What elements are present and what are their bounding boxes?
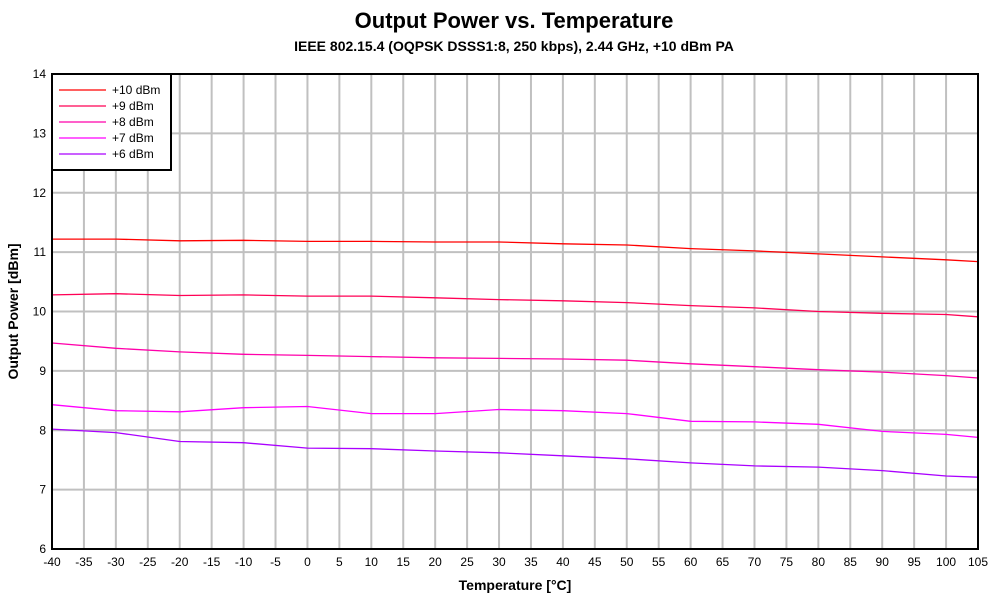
x-tick-label: 45	[588, 555, 602, 569]
legend-label: +8 dBm	[112, 115, 154, 129]
series-line-3	[51, 404, 979, 439]
y-tick-label: 8	[39, 423, 46, 437]
x-tick-label: -40	[43, 555, 61, 569]
x-tick-label: 30	[492, 555, 506, 569]
x-tick-label: 15	[397, 555, 411, 569]
x-tick-label: 65	[716, 555, 730, 569]
x-tick-label: 40	[556, 555, 570, 569]
x-tick-label: 60	[684, 555, 698, 569]
x-tick-label: 100	[936, 555, 956, 569]
x-tick-label: -5	[270, 555, 281, 569]
series-line-0	[52, 238, 979, 263]
y-tick-label: 13	[33, 126, 47, 140]
x-tick-label: 5	[336, 555, 343, 569]
chart-subtitle: IEEE 802.15.4 (OQPSK DSSS1:8, 250 kbps),…	[294, 38, 734, 54]
legend-label: +6 dBm	[112, 147, 154, 161]
y-tick-label: 10	[33, 305, 47, 319]
y-tick-label: 11	[34, 245, 47, 259]
x-tick-label: 50	[620, 555, 634, 569]
x-tick-label: -10	[235, 555, 253, 569]
x-tick-label: 25	[460, 555, 474, 569]
legend-label: +9 dBm	[112, 99, 154, 113]
y-tick-label: 6	[39, 542, 46, 556]
x-tick-label: 75	[780, 555, 794, 569]
x-tick-label: 0	[304, 555, 311, 569]
y-tick-label: 9	[39, 364, 46, 378]
series-lines	[51, 238, 979, 478]
x-tick-label: -30	[107, 555, 125, 569]
legend-label: +7 dBm	[112, 131, 154, 145]
x-tick-label: 85	[844, 555, 858, 569]
legend-label: +10 dBm	[112, 83, 160, 97]
y-axis-label: Output Power [dBm]	[5, 243, 21, 379]
x-tick-label: 80	[812, 555, 826, 569]
chart-title: Output Power vs. Temperature	[354, 8, 674, 33]
x-tick-label: 95	[907, 555, 921, 569]
x-tick-label: -25	[139, 555, 157, 569]
tick-labels: -40 -35 -30 -25 -20 -15 -10 -5 0 5 10 15 20 25 30 35 40 4…	[33, 67, 989, 569]
x-axis-label: Temperature [°C]	[459, 577, 572, 593]
y-tick-label: 7	[39, 483, 46, 497]
series-line-2	[51, 342, 979, 379]
x-tick-label: 10	[365, 555, 379, 569]
x-tick-label: 105	[968, 555, 988, 569]
legend: +10 dBm +9 dBm +8 dBm +7 dBm +6 dBm	[51, 73, 172, 171]
x-tick-label: 90	[876, 555, 890, 569]
plot-frame	[51, 73, 979, 550]
y-tick-label: 14	[33, 67, 47, 81]
x-tick-label: 55	[652, 555, 666, 569]
y-tick-label: 12	[33, 186, 47, 200]
x-tick-label: 70	[748, 555, 762, 569]
x-tick-label: 35	[524, 555, 538, 569]
x-tick-label: -20	[171, 555, 189, 569]
x-tick-label: -35	[75, 555, 93, 569]
x-tick-label: -15	[203, 555, 221, 569]
x-tick-label: 20	[428, 555, 442, 569]
series-line-4	[51, 428, 979, 478]
series-line-1	[51, 293, 979, 318]
